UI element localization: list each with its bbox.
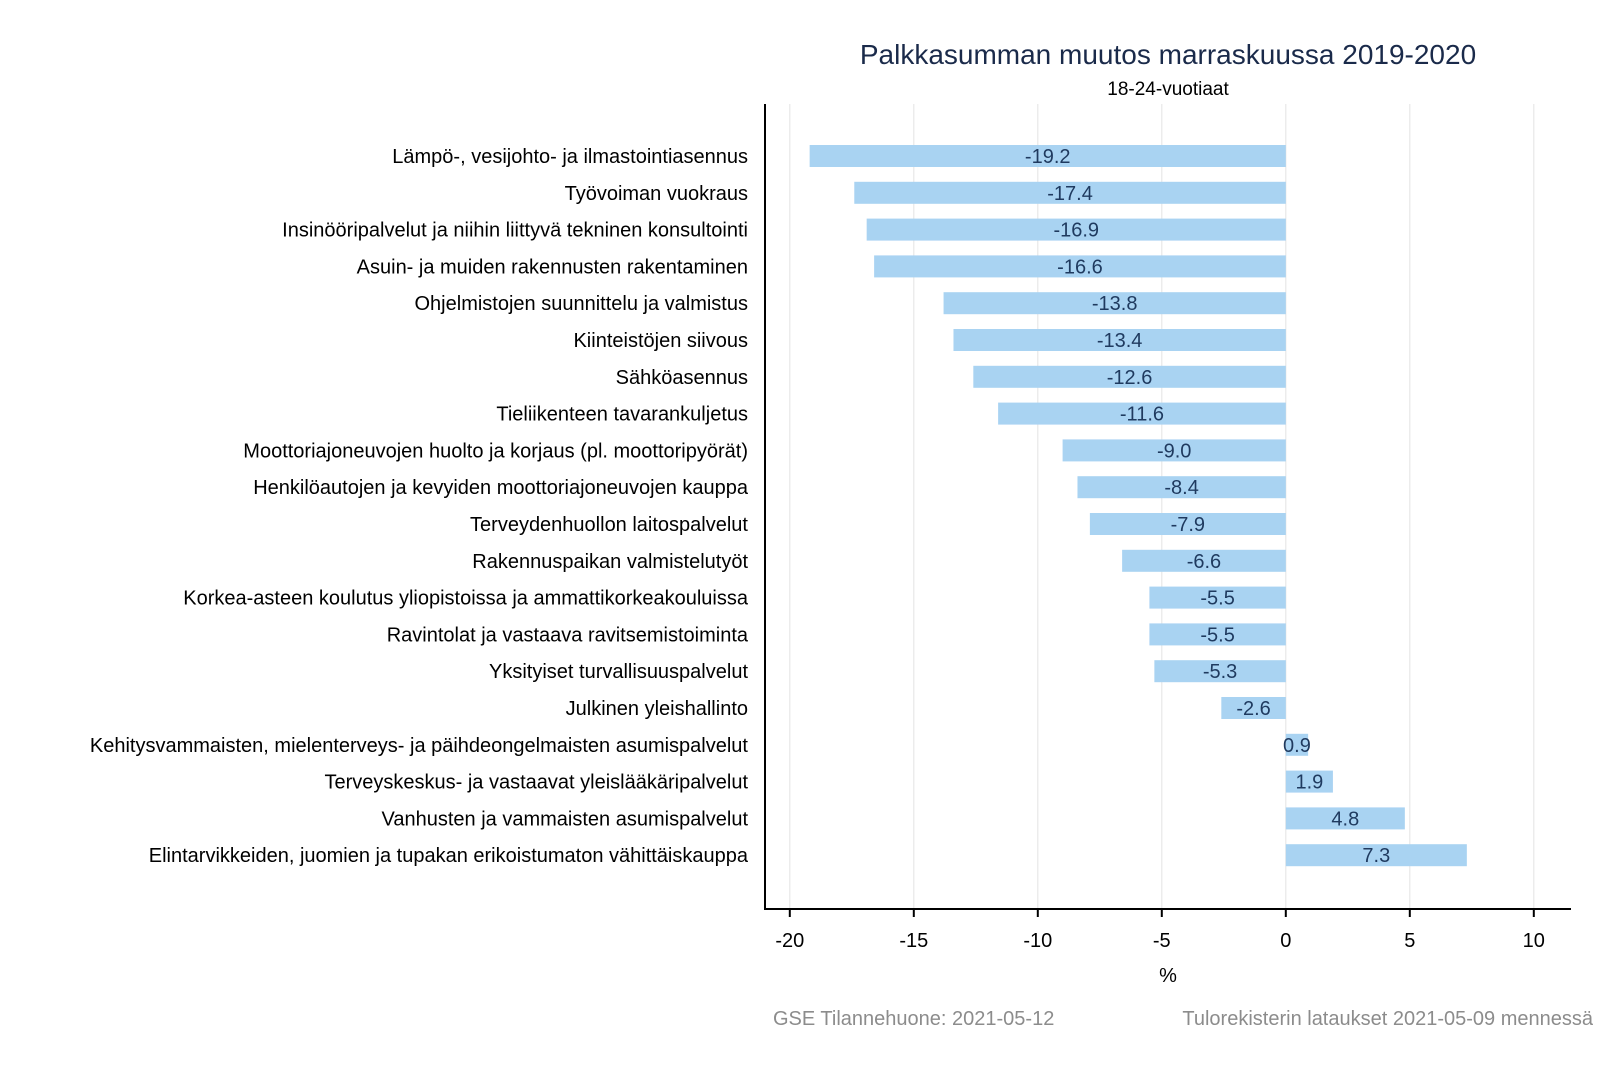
category-label: Sähköasennus [616,367,748,389]
bar-value-label: 1.9 [1295,772,1323,794]
bar [1149,586,1286,609]
x-tick-label: -20 [775,930,804,952]
bar [874,255,1286,278]
category-label: Kehitysvammaisten, mielenterveys- ja päi… [90,735,749,757]
bar [973,365,1286,388]
bar [1062,439,1286,462]
footer-note: Tulorekisterin lataukset 2021-05-09 menn… [1182,1008,1593,1030]
bar [1154,660,1286,683]
bar-value-label: -5.5 [1200,624,1234,646]
x-tick-label: 0 [1280,930,1291,952]
bar-value-label: -5.5 [1200,588,1234,610]
bar [854,181,1286,204]
category-label: Korkea-asteen koulutus yliopistoissa ja … [183,588,749,610]
category-label: Julkinen yleishallinto [566,698,748,720]
bar [1285,733,1309,756]
bar [1285,807,1405,830]
category-label: Lämpö-, vesijohto- ja ilmastointiasennus [392,146,748,168]
bar-value-label: -11.6 [1120,404,1164,426]
x-tick-label: -5 [1153,930,1171,952]
axes [764,104,1571,910]
bar-value-label: -17.4 [1047,183,1093,205]
bars [809,145,1467,867]
bar [1149,623,1286,646]
bar [1285,770,1333,793]
bar [1285,844,1467,867]
category-label: Insinööripalvelut ja niihin liittyvä tek… [282,220,748,242]
x-axis-label: % [1159,965,1177,987]
category-label: Vanhusten ja vammaisten asumispalvelut [382,808,749,830]
category-label: Yksityiset turvallisuuspalvelut [489,661,748,683]
bar-value-label: 4.8 [1331,808,1359,830]
bar [866,218,1286,241]
x-tick-label: -15 [899,930,928,952]
category-label: Tieliikenteen tavarankuljetus [496,404,748,426]
bar-value-label: -9.0 [1157,440,1191,462]
bar-value-label: -16.9 [1053,220,1099,242]
bar [1077,476,1286,499]
bar-value-label: -13.8 [1092,293,1138,315]
x-tick-label: 10 [1523,930,1545,952]
x-tick-label: 5 [1404,930,1415,952]
bar [1122,549,1286,572]
category-label: Rakennuspaikan valmistelutyöt [472,551,748,573]
x-ticks: -20 -15 -10 -5 0 5 10 [775,909,1545,952]
category-label: Moottoriajoneuvojen huolto ja korjaus (p… [243,440,748,462]
bar [953,329,1286,351]
category-label: Elintarvikkeiden, juomien ja tupakan eri… [149,845,749,867]
bar-value-label: -16.6 [1057,256,1103,278]
category-label: Henkilöautojen ja kevyiden moottoriajone… [253,477,749,499]
bar-value-label: -13.4 [1097,330,1143,352]
bar-value-label: -19.2 [1025,146,1071,168]
bar-value-label: -2.6 [1236,698,1270,720]
bar-value-label: -8.4 [1164,477,1198,499]
bar-value-label: 0.9 [1283,735,1311,757]
x-tick-label: -10 [1023,930,1052,952]
bar [809,145,1286,167]
bar-value-label: -7.9 [1171,514,1205,536]
bar [998,402,1286,425]
category-labels: Lämpö-, vesijohto- ja ilmastointiasennus… [90,146,749,867]
bar [1089,513,1286,535]
category-label: Ravintolat ja vastaava ravitsemistoimint… [387,624,749,646]
bar-value-label: 7.3 [1362,845,1390,867]
category-label: Asuin- ja muiden rakennusten rakentamine… [357,256,748,278]
footer-source: GSE Tilannehuone: 2021-05-12 [773,1008,1054,1030]
data-labels: -19.2 -17.4 -16.9 -16.6 -13.8 -13.4 -12.6 -11.6… [1025,146,1390,867]
category-label: Ohjelmistojen suunnittelu ja valmistus [415,293,749,315]
bar [943,292,1286,315]
bar-value-label: -5.3 [1203,661,1237,683]
category-label: Kiinteistöjen siivous [573,330,748,352]
bar-value-label: -6.6 [1187,551,1221,573]
bar-value-label: -12.6 [1107,367,1153,389]
category-label: Terveyskeskus- ja vastaavat yleislääkäri… [324,772,748,794]
bar [1221,697,1286,719]
category-label: Terveydenhuollon laitospalvelut [470,514,748,536]
category-label: Työvoiman vuokraus [565,183,748,205]
chart-title: Palkkasumman muutos marraskuussa 2019-20… [860,39,1476,70]
chart-subtitle: 18-24-vuotiaat [1107,79,1229,100]
